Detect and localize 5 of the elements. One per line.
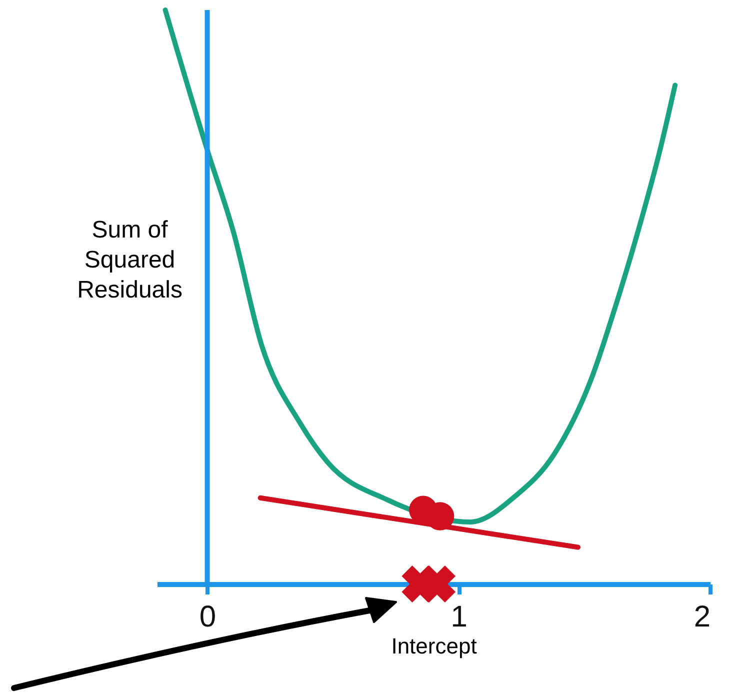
x-tick-label: 2: [694, 600, 710, 634]
x-tick-label: 0: [199, 600, 216, 634]
y-axis-title: Sum of Squared Residuals: [77, 216, 182, 304]
x-axis-title: Intercept: [391, 634, 477, 658]
x-tick-label: 1: [450, 600, 468, 634]
